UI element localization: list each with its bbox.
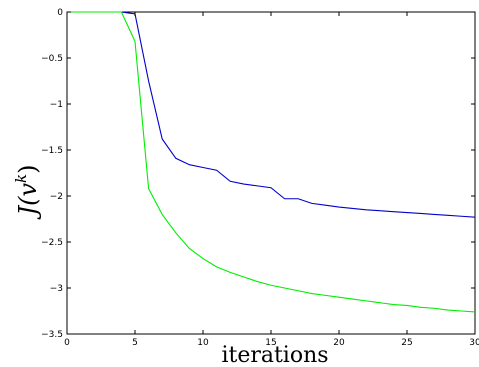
y-tick-label: −2.5 xyxy=(41,238,63,248)
x-tick-label: 30 xyxy=(469,338,479,348)
y-tick-label: −3 xyxy=(50,284,63,294)
y-axis-label-close: ) xyxy=(14,164,42,173)
y-tick-label: −0.5 xyxy=(41,54,63,64)
series-line-2 xyxy=(67,11,476,313)
x-tick-label: 5 xyxy=(132,338,138,348)
y-tick-label: 0 xyxy=(57,8,63,18)
x-tick-label: 0 xyxy=(64,338,70,348)
y-tick-label: −1 xyxy=(50,100,63,110)
x-axis-label: iterations xyxy=(221,343,328,367)
x-axis-ticks: 0 5 10 15 20 25 30 xyxy=(64,12,479,348)
x-tick-label: 15 xyxy=(265,338,276,348)
y-axis-label-base: J(v xyxy=(14,183,42,221)
y-axis-ticks: 0 −0.5 −1 −1.5 −2 −2.5 −3 −3.5 xyxy=(41,8,475,340)
x-tick-label: 10 xyxy=(197,338,209,348)
y-tick-label: −3.5 xyxy=(41,330,63,340)
series-layer xyxy=(67,11,476,313)
y-tick-label: −2 xyxy=(50,192,63,202)
x-tick-label: 25 xyxy=(401,338,412,348)
series-line-1 xyxy=(67,11,476,218)
y-axis-label-superscript: k xyxy=(12,174,30,183)
y-tick-label: −1.5 xyxy=(41,146,63,156)
x-tick-label: 20 xyxy=(333,338,345,348)
y-axis-label: J(vk) xyxy=(12,164,42,220)
